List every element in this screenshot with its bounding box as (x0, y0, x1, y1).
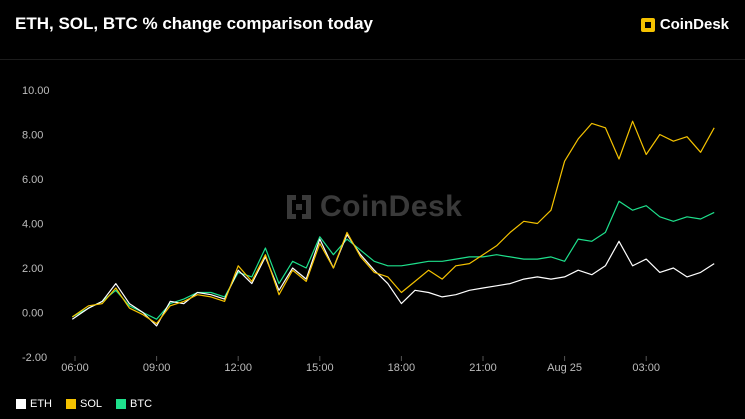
legend-item-btc[interactable]: BTC (116, 398, 152, 410)
y-tick-label: 4.00 (22, 219, 43, 231)
x-tick-label: 03:00 (632, 362, 660, 374)
x-tick-label: 18:00 (388, 362, 416, 374)
legend-swatch (66, 399, 76, 409)
x-tick-label: Aug 25 (547, 362, 582, 374)
coindesk-watermark-icon (287, 195, 311, 219)
legend-label: SOL (80, 398, 103, 410)
chart-title: ETH, SOL, BTC % change comparison today (15, 14, 373, 33)
series-lines (71, 120, 715, 327)
legend-item-eth[interactable]: ETH (16, 398, 52, 410)
legend-swatch (116, 399, 127, 409)
brand-logo[interactable]: CoinDesk (640, 16, 729, 33)
x-tick-label: 21:00 (469, 362, 497, 374)
brand-name: CoinDesk (659, 16, 729, 33)
legend-item-sol[interactable]: SOL (66, 398, 102, 410)
legend-label: BTC (130, 398, 153, 410)
y-tick-label: -2.00 (22, 352, 47, 364)
coindesk-logo-icon (640, 17, 655, 32)
x-tick-label: 15:00 (306, 362, 334, 374)
y-tick-label: 10.00 (22, 85, 50, 97)
series-line-eth (71, 234, 715, 327)
y-axis: 10.00 8.00 6.00 4.00 2.00 0.00 -2.00 (22, 85, 50, 364)
legend-swatch (16, 399, 26, 409)
y-tick-label: 6.00 (22, 174, 43, 186)
x-tick-label: 06:00 (61, 362, 89, 374)
series-line-btc (72, 200, 715, 320)
legend: ETH SOL BTC (16, 398, 152, 410)
series-line-sol (71, 120, 715, 325)
watermark-text: CoinDesk (320, 190, 463, 223)
y-tick-label: 0.00 (22, 308, 43, 320)
x-tick-label: 12:00 (224, 362, 252, 374)
header-divider (0, 59, 745, 60)
y-tick-label: 2.00 (22, 263, 43, 275)
legend-label: ETH (30, 398, 52, 410)
watermark: CoinDesk (284, 190, 462, 224)
y-tick-label: 8.00 (22, 130, 43, 142)
x-axis: 06:00 09:00 12:00 15:00 18:00 21:00 Aug 25 03:0… (61, 356, 660, 374)
x-tick-label: 09:00 (143, 362, 171, 374)
